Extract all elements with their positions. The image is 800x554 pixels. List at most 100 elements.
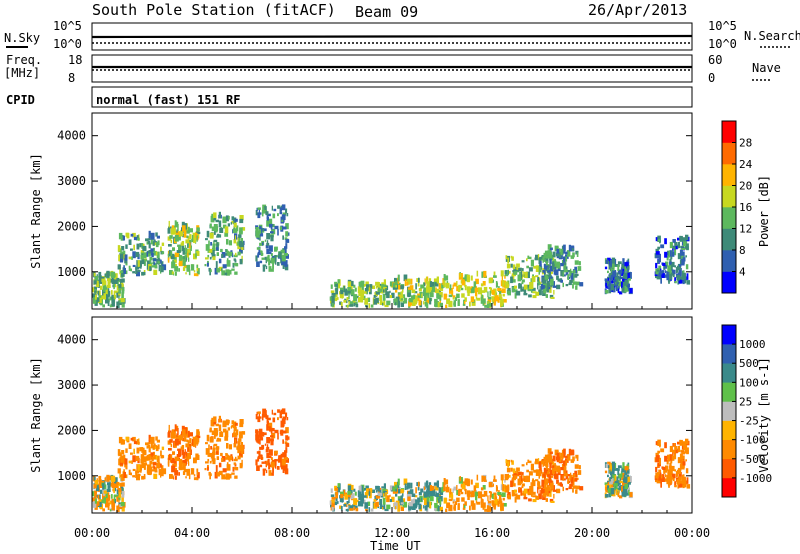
echo-cell xyxy=(221,252,226,258)
echo-cell xyxy=(400,489,404,494)
echo-cell xyxy=(119,504,122,507)
echo-cell xyxy=(490,287,493,294)
echo-cell xyxy=(234,475,238,479)
echo-cell xyxy=(658,265,662,272)
echo-cell xyxy=(218,234,222,238)
echo-cell xyxy=(98,480,103,488)
echo-cell xyxy=(343,299,347,303)
echo-cell xyxy=(375,291,380,295)
echo-cell xyxy=(403,274,408,282)
echo-cell xyxy=(169,474,173,479)
echo-cell xyxy=(624,276,629,280)
echo-cell xyxy=(137,269,141,273)
echo-cell xyxy=(155,251,158,256)
echo-cell xyxy=(155,445,159,452)
echo-cell xyxy=(232,421,237,429)
echo-cell xyxy=(147,444,151,448)
echo-cell xyxy=(523,271,528,278)
echo-cell xyxy=(370,304,374,308)
echo-cell xyxy=(144,463,148,466)
echo-cell xyxy=(368,491,371,496)
echo-cell xyxy=(214,471,218,479)
echo-cell xyxy=(177,448,181,451)
echo-cell xyxy=(270,231,274,234)
echo-cell xyxy=(439,498,442,505)
echo-cell xyxy=(614,264,618,267)
echo-cell xyxy=(261,461,265,464)
echo-cell xyxy=(282,430,287,434)
echo-cell xyxy=(498,293,502,298)
echo-cell xyxy=(675,267,678,274)
echo-cell xyxy=(212,454,215,460)
echo-cell xyxy=(443,293,447,300)
echo-cell xyxy=(256,261,260,267)
echo-cell xyxy=(429,491,433,498)
echo-cell xyxy=(359,281,362,288)
echo-cell xyxy=(545,255,550,259)
echo-cell xyxy=(612,263,615,269)
echo-cell xyxy=(205,257,209,260)
echo-cell xyxy=(685,255,687,258)
echo-cell xyxy=(617,468,620,475)
echo-cell xyxy=(493,271,496,277)
echo-cell xyxy=(619,495,623,499)
echo-cell xyxy=(526,265,529,269)
echo-cell xyxy=(176,250,181,253)
echo-cell xyxy=(423,287,428,294)
echo-cell xyxy=(196,472,200,479)
echo-cell xyxy=(629,288,633,294)
echo-cell xyxy=(141,271,145,276)
echo-cell xyxy=(610,261,612,268)
echo-cell xyxy=(187,453,191,457)
echo-cell xyxy=(461,279,465,286)
echo-cell xyxy=(542,291,546,296)
echo-cell xyxy=(174,475,177,480)
echo-cell xyxy=(660,270,663,275)
echo-cell xyxy=(457,503,460,510)
echo-cell xyxy=(383,483,386,491)
echo-cell xyxy=(543,287,547,294)
echo-cell xyxy=(168,250,173,256)
echo-cell xyxy=(401,493,404,497)
echo-cell xyxy=(239,450,243,457)
echo-cell xyxy=(481,290,485,293)
echo-cell xyxy=(604,278,608,281)
echo-cell xyxy=(92,491,95,497)
echo-cell xyxy=(94,482,97,487)
echo-cell xyxy=(448,300,453,308)
echo-cell xyxy=(506,263,511,269)
echo-cell xyxy=(469,301,471,307)
echo-cell xyxy=(667,469,671,476)
echo-cell xyxy=(92,293,97,298)
echo-cell xyxy=(460,491,464,495)
echo-cell xyxy=(221,270,226,276)
echo-cell xyxy=(437,291,441,297)
echo-cell xyxy=(513,475,518,479)
echo-cell xyxy=(340,506,343,511)
echo-cell xyxy=(408,501,413,507)
echo-cell xyxy=(567,478,570,484)
echo-cell xyxy=(502,280,505,287)
echo-cell xyxy=(177,244,181,247)
echo-cell xyxy=(572,274,575,282)
echo-cell xyxy=(667,454,670,460)
echo-cell xyxy=(542,481,544,488)
echo-cell xyxy=(221,254,224,258)
echo-cell xyxy=(523,475,528,482)
echo-cell xyxy=(497,288,502,292)
echo-cell xyxy=(510,255,513,259)
echo-cell xyxy=(556,248,560,254)
echo-cell xyxy=(262,228,265,231)
echo-cell xyxy=(184,459,186,466)
echo-cell xyxy=(174,456,179,462)
echo-cell xyxy=(526,271,530,279)
echo-cell xyxy=(382,293,386,301)
echo-cell xyxy=(218,258,222,264)
echo-cell xyxy=(237,251,241,256)
echo-cell xyxy=(123,469,125,472)
echo-cell xyxy=(212,447,216,452)
echo-cell xyxy=(172,463,175,467)
echo-cell xyxy=(557,278,560,282)
echo-cell xyxy=(176,454,181,457)
echo-cell xyxy=(281,408,286,415)
